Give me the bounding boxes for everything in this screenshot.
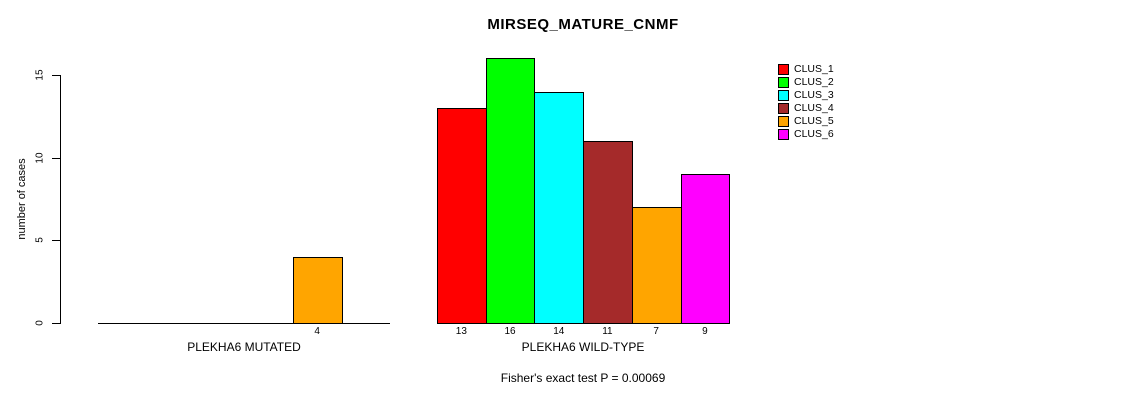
- legend-item: CLUS_3: [778, 89, 834, 102]
- y-axis-tick-label: 0: [34, 320, 46, 326]
- legend-item: CLUS_2: [778, 76, 834, 89]
- legend-label: CLUS_3: [794, 89, 834, 101]
- y-axis-line: [60, 75, 61, 324]
- y-axis-tick-label: 5: [34, 237, 46, 243]
- legend-item: CLUS_4: [778, 102, 834, 115]
- y-axis-title: number of cases: [16, 158, 28, 240]
- bar-clus_6: [681, 174, 730, 324]
- legend-label: CLUS_6: [794, 128, 834, 140]
- y-axis-tick-label: 10: [34, 152, 46, 164]
- legend-label: CLUS_5: [794, 115, 834, 127]
- chart-title: MIRSEQ_MATURE_CNMF: [487, 16, 679, 33]
- bar-value-label: 16: [504, 326, 516, 337]
- legend-label: CLUS_1: [794, 63, 834, 75]
- bar-clus_1: [437, 108, 487, 324]
- legend-swatch: [778, 129, 789, 140]
- legend-swatch: [778, 90, 789, 101]
- y-axis-tick: [52, 158, 60, 159]
- bar-value-label: 9: [702, 326, 708, 337]
- bar-value-label: 11: [602, 326, 613, 337]
- fisher-test-caption: Fisher's exact test P = 0.00069: [500, 371, 666, 385]
- legend-swatch: [778, 77, 789, 88]
- y-axis-tick: [52, 240, 60, 241]
- bar-value-label: 4: [314, 326, 320, 337]
- legend-swatch: [778, 103, 789, 114]
- legend: CLUS_1 CLUS_2 CLUS_3 CLUS_4 CLUS_5 CLUS_6: [778, 63, 834, 141]
- y-axis-tick: [52, 75, 60, 76]
- x-axis-line: [98, 323, 390, 324]
- legend-label: CLUS_2: [794, 76, 834, 88]
- legend-swatch: [778, 64, 789, 75]
- bar-value-label: 7: [653, 326, 659, 337]
- bar-clus_5: [293, 257, 343, 324]
- bar-clus_2: [486, 58, 535, 324]
- legend-item: CLUS_1: [778, 63, 834, 76]
- bar-clus_4: [583, 141, 633, 324]
- bar-value-label: 14: [553, 326, 565, 337]
- bar-clus_5: [632, 207, 682, 324]
- legend-label: CLUS_4: [794, 102, 834, 114]
- legend-swatch: [778, 116, 789, 127]
- y-axis-tick: [52, 323, 60, 324]
- bar-clus_3: [534, 92, 584, 324]
- legend-item: CLUS_5: [778, 115, 834, 128]
- y-axis-tick-label: 15: [34, 69, 46, 81]
- x-axis-group-label: PLEKHA6 MUTATED: [187, 340, 301, 354]
- x-axis-group-label: PLEKHA6 WILD-TYPE: [521, 340, 645, 354]
- legend-item: CLUS_6: [778, 128, 834, 141]
- bar-value-label: 13: [455, 326, 467, 337]
